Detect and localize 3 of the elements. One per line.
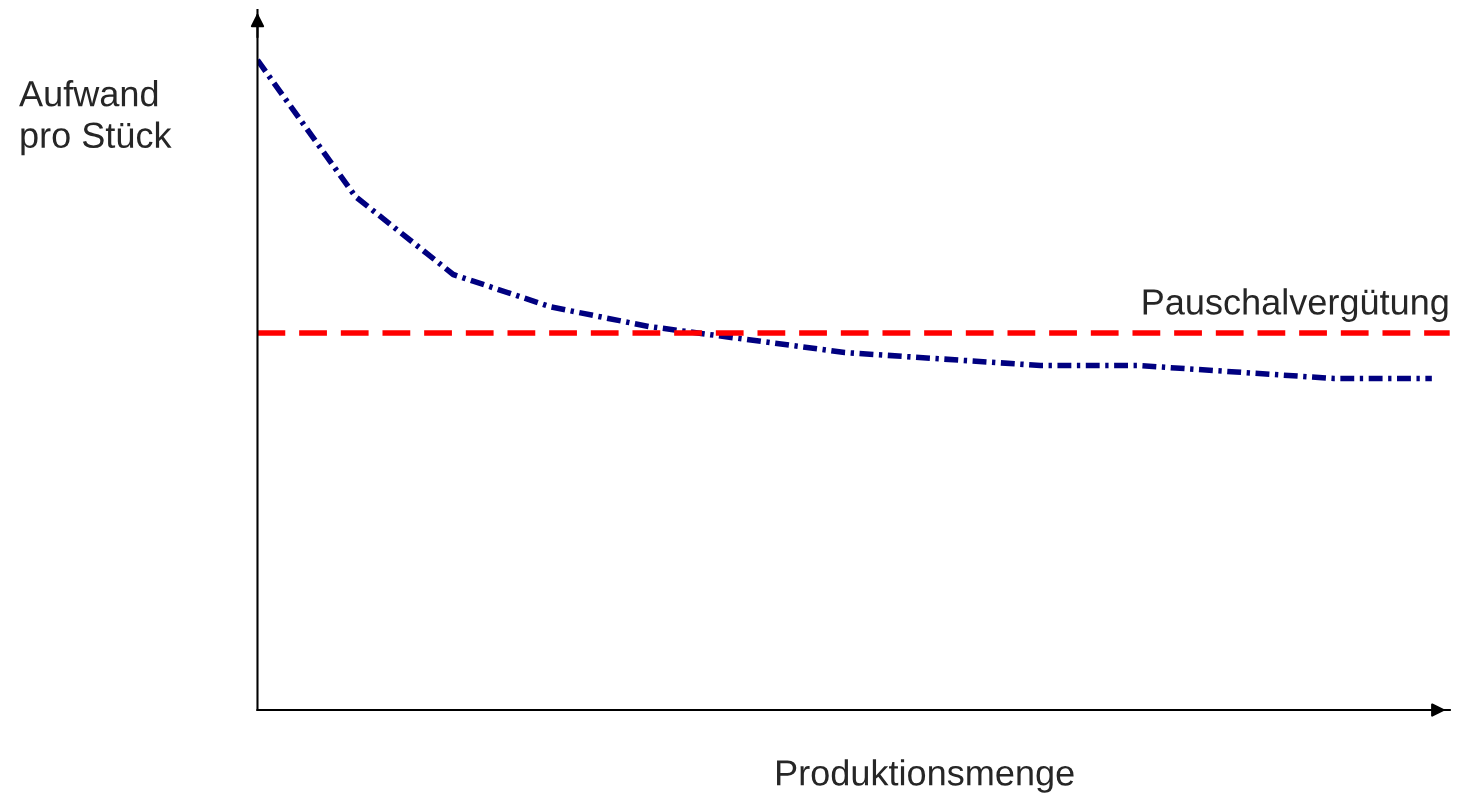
y-axis-title: Aufwand pro Stück [19,80,172,156]
x-axis-title: Produktionsmenge [777,759,1074,793]
ref-line-label: Pauschalvergütung [1143,288,1448,322]
